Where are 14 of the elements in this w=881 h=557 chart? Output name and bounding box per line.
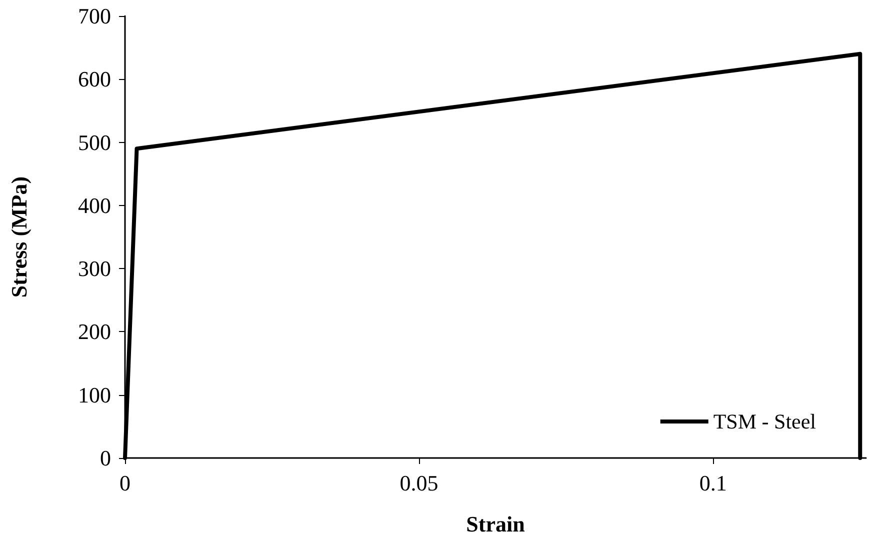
y-tick-label: 400 [78,192,111,218]
y-axis-title: Stress (MPa) [6,176,32,298]
legend-label: TSM - Steel [713,410,816,434]
x-tick-label: 0.1 [699,470,727,496]
y-tick-label: 600 [78,66,111,92]
y-tick-label: 0 [100,446,111,470]
y-tick-label: 200 [78,319,111,344]
y-tick-label: 300 [78,256,111,282]
x-axis-title: Strain [466,512,525,536]
x-tick-label: 0.05 [400,470,438,496]
y-tick-label: 100 [78,382,111,408]
x-tick-label: 0 [120,470,130,496]
y-tick-label: 500 [78,130,111,155]
y-tick-label: 700 [78,4,111,28]
